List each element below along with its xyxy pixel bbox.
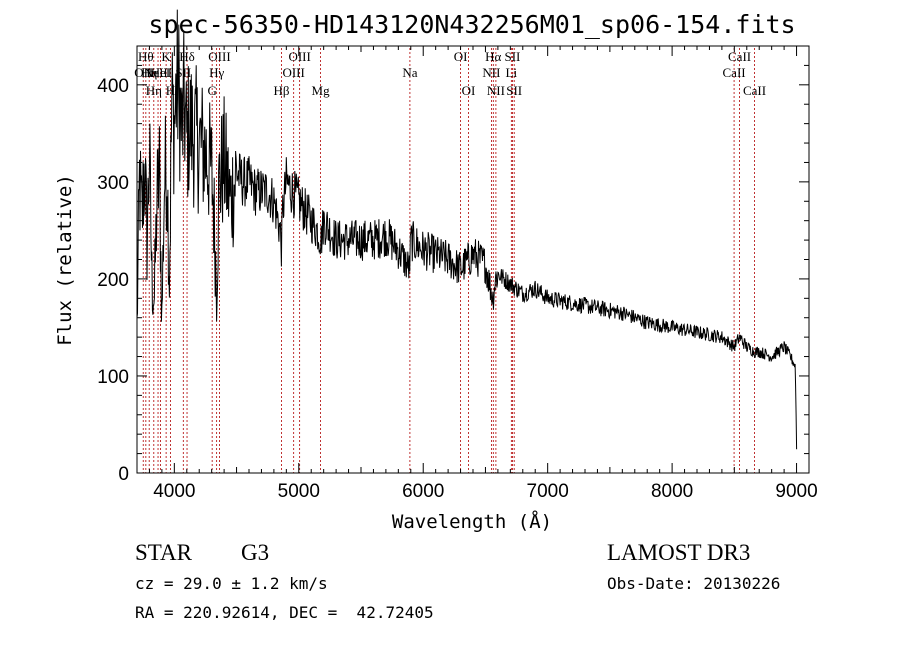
line-label-15: OIII [288,49,310,64]
line-label-27: CaII [728,49,751,64]
line-label-14: OIII [282,65,304,80]
line-label-21: Hα [485,49,501,64]
line-label-22: NII [487,83,505,98]
line-label-1: Hθ [138,49,154,64]
line-label-6: K [161,49,171,64]
spectrum-series-line [136,9,798,450]
line-label-0: OII [134,65,152,80]
line-label-19: OI [462,83,476,98]
class-label: STAR [135,540,192,565]
line-label-10: G [207,83,216,98]
line-label-2: Hη [141,65,157,80]
x-tick-label-5000: 5000 [278,481,320,502]
line-label-7: H [166,83,175,98]
line-label-5: HeI [151,65,171,80]
redshift-label: cz = 29.0 ± 1.2 km/s [135,574,328,593]
spectral-line-markers [142,48,755,473]
x-tick-label-4000: 4000 [153,481,195,502]
line-label-18: OI [454,49,468,64]
x-tick-label-7000: 7000 [527,481,569,502]
line-label-13: Hβ [273,83,289,98]
coords-label: RA = 220.92614, DEC = 42.72405 [135,603,434,622]
line-label-25: SII [506,83,522,98]
obs-date-label: Obs-Date: 20130226 [607,574,781,593]
line-label-12: OIII [208,49,230,64]
line-label-4: NeIII [144,65,172,80]
line-label-20: NII [482,65,500,80]
x-tick-label-9000: 9000 [775,481,817,502]
y-axis-label: Flux (relative) [54,174,76,346]
x-axis-label: Wavelength (Å) [392,510,552,533]
chart-title: spec-56350-HD143120N432256M01_sp06-154.f… [148,10,795,39]
subclass-label: G3 [241,540,270,565]
survey-label: LAMOST DR3 [607,540,751,565]
line-label-23: Li [506,65,518,80]
y-tick-label-100: 100 [97,367,129,388]
x-axis-ticks: 4000 5000 6000 7000 8000 9000 [136,46,818,502]
line-label-28: CaII [743,83,766,98]
y-axis-ticks: 0 100 200 300 400 [97,45,809,485]
x-tick-label-6000: 6000 [402,481,444,502]
y-tick-label-0: 0 [118,464,129,485]
y-tick-label-400: 400 [97,76,129,97]
y-tick-label-300: 300 [97,173,129,194]
line-label-16: Mg [312,83,331,98]
line-label-26: CaII [723,65,746,80]
x-tick-label-8000: 8000 [651,481,693,502]
y-tick-label-200: 200 [97,270,129,291]
line-label-24: SII [505,49,521,64]
line-label-17: Na [402,65,417,80]
line-label-9: Hδ [179,49,195,64]
line-label-11: Hγ [209,65,224,80]
line-label-3: Hη [146,83,162,98]
spectral-line-labels: OIIHθHηHηNeIIIHeIKHSIIHδGHγOIIIHβOIIIOII… [134,49,766,98]
